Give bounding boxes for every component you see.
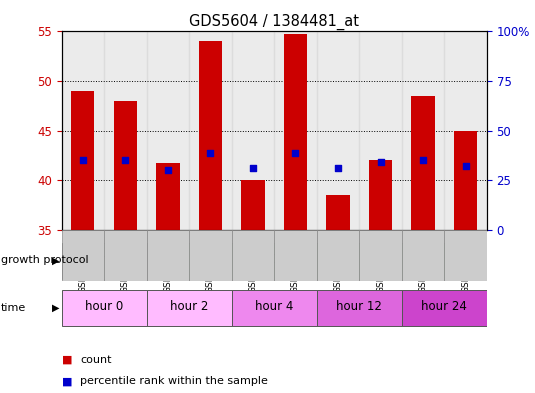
Point (79, 157, 87, 163)
Point (334, 165, 342, 171)
Point (121, 157, 129, 163)
Text: count: count (80, 354, 112, 365)
Bar (317, 31, 360, 230)
Text: time: time (1, 303, 26, 312)
Bar (198, 41, 222, 230)
Text: hour 2: hour 2 (170, 300, 208, 313)
Point (376, 159, 385, 165)
Bar (402, 290, 487, 326)
Bar (232, 31, 274, 230)
Bar (156, 163, 180, 230)
Bar (317, 290, 402, 326)
Text: ■: ■ (62, 354, 72, 365)
Text: hour 12: hour 12 (337, 300, 382, 313)
Bar (402, 31, 445, 230)
Bar (411, 96, 435, 230)
Bar (402, 230, 445, 281)
Bar (189, 31, 232, 230)
Point (206, 149, 215, 156)
Bar (71, 91, 95, 230)
Bar (454, 130, 477, 230)
Bar (360, 230, 402, 281)
Point (164, 167, 172, 174)
Text: hour 4: hour 4 (255, 300, 293, 313)
Bar (274, 230, 317, 281)
Bar (360, 31, 402, 230)
Bar (113, 101, 137, 230)
Bar (241, 180, 265, 230)
Bar (369, 160, 392, 230)
Text: FGF2 (100 ng/mL): FGF2 (100 ng/mL) (264, 253, 370, 266)
Text: percentile rank within the sample: percentile rank within the sample (80, 376, 268, 386)
Bar (232, 290, 317, 326)
Bar (317, 230, 360, 281)
Point (419, 157, 427, 163)
Text: ■: ■ (62, 376, 72, 386)
Bar (62, 31, 104, 230)
Text: growth protocol: growth protocol (1, 255, 88, 265)
Point (291, 149, 300, 156)
Bar (104, 31, 147, 230)
Bar (445, 31, 487, 230)
Bar (326, 195, 350, 230)
Bar (147, 290, 232, 326)
Bar (232, 230, 274, 281)
Bar (147, 31, 189, 230)
Bar (62, 230, 104, 281)
Text: hour 24: hour 24 (422, 300, 467, 313)
Title: GDS5604 / 1384481_at: GDS5604 / 1384481_at (189, 14, 359, 30)
Bar (104, 230, 147, 281)
Bar (274, 31, 317, 230)
Text: ▶: ▶ (52, 303, 59, 312)
Text: ▶: ▶ (52, 255, 59, 265)
Bar (147, 242, 487, 279)
Bar (62, 290, 147, 326)
Bar (445, 230, 487, 281)
Bar (147, 230, 189, 281)
Text: control: control (83, 253, 125, 266)
Bar (284, 35, 307, 230)
Bar (189, 230, 232, 281)
Bar (62, 242, 147, 279)
Point (461, 163, 470, 169)
Point (249, 165, 257, 171)
Text: hour 0: hour 0 (85, 300, 123, 313)
